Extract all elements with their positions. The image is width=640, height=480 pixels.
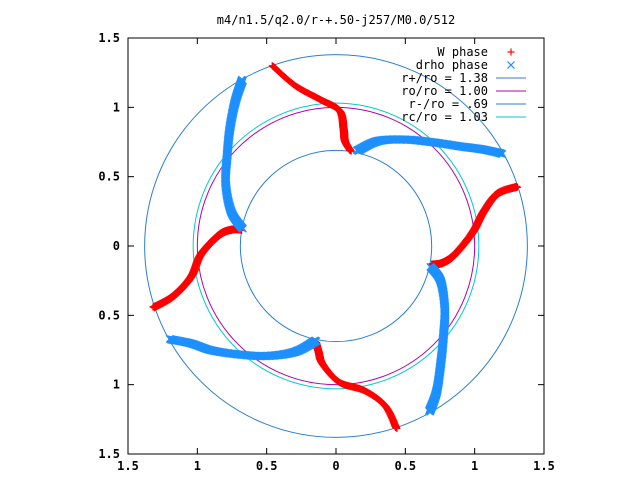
legend-label: r+/ro = 1.38 (401, 71, 488, 85)
data-point (149, 303, 157, 311)
data-point (270, 63, 278, 71)
legend-label: ro/ro = 1.00 (401, 84, 488, 98)
legend-label: drho phase (416, 58, 488, 72)
data-point (150, 304, 158, 312)
arm-2 (311, 338, 401, 432)
circle-1 (196, 106, 476, 386)
circle-2 (239, 149, 433, 343)
data-point (392, 424, 400, 432)
y-tick-label: 1 (113, 100, 120, 114)
legend-label: W phase (437, 45, 488, 59)
x-tick-label: 1.5 (533, 459, 555, 473)
arm-3 (149, 225, 246, 312)
series-drho-phase (165, 75, 507, 416)
y-tick-label: 0.5 (98, 308, 120, 322)
series-w-phase (149, 62, 522, 432)
y-tick-label: 1 (113, 378, 120, 392)
legend-label: r-/ro = .69 (409, 97, 488, 111)
circle-3 (192, 102, 480, 390)
arm-0 (268, 62, 355, 155)
legend-entry: rc/ro = 1.03 (401, 110, 526, 124)
x-tick-label: 1 (194, 459, 201, 473)
x-tick-label: 1 (471, 459, 478, 473)
x-tick-label: 0 (332, 459, 339, 473)
data-point (498, 149, 507, 158)
data-point (268, 62, 276, 70)
circle-0 (144, 54, 528, 438)
y-tick-label: 1.5 (98, 31, 120, 45)
data-series (149, 62, 522, 432)
legend-entry: ro/ro = 1.00 (401, 84, 526, 98)
legend-entry: W phase (437, 45, 515, 59)
x-tick-label: 0.5 (394, 459, 416, 473)
legend-entry: r+/ro = 1.38 (401, 71, 526, 85)
arm-1 (424, 262, 450, 416)
legend-marker-sample (507, 61, 515, 69)
y-tick-label: 1.5 (98, 447, 120, 461)
legend-entry: drho phase (416, 58, 515, 72)
y-tick-label: 0 (113, 239, 120, 253)
x-tick-label: 1.5 (117, 459, 139, 473)
chart-title: m4/n1.5/q2.0/r-+.50-j257/M0.0/512 (217, 13, 455, 27)
y-tick-label: 0.5 (98, 170, 120, 184)
arm-0 (352, 135, 507, 158)
data-point (512, 182, 520, 190)
legend-marker-sample (507, 48, 515, 56)
arm-2 (165, 334, 321, 361)
x-tick-label: 0.5 (256, 459, 278, 473)
data-point (514, 183, 522, 191)
legend-label: rc/ro = 1.03 (401, 110, 488, 124)
reference-circles (144, 54, 528, 438)
legend-entry: r-/ro = .69 (409, 97, 526, 111)
data-point (393, 424, 401, 432)
arm-3 (220, 75, 247, 233)
